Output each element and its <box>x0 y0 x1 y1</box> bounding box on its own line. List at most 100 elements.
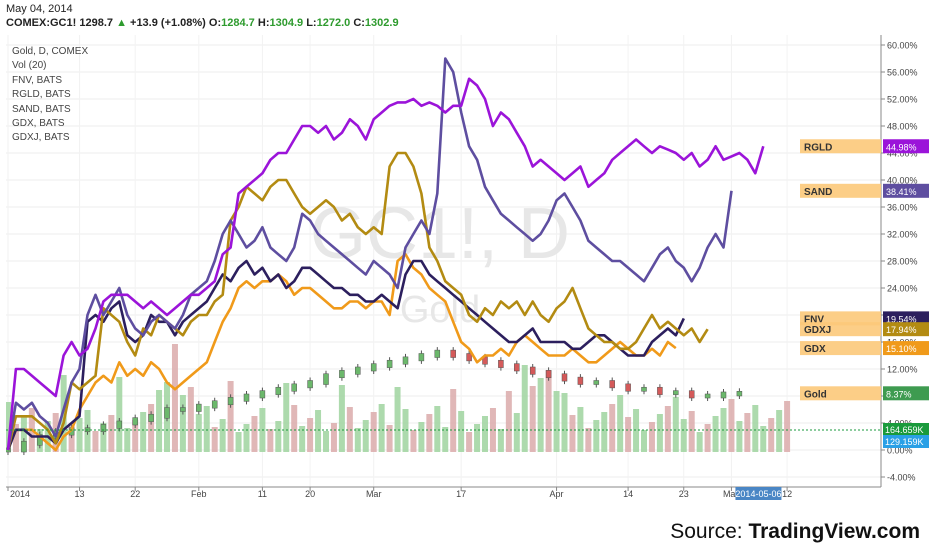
candle-body <box>514 363 520 372</box>
y-tick-label: 36.00% <box>887 203 918 213</box>
volume-bar <box>704 424 711 452</box>
candle-body <box>323 373 329 385</box>
open-label: O: <box>208 17 222 29</box>
volume-bar <box>307 418 314 452</box>
end-label-box <box>800 341 881 356</box>
close-value: 1302.9 <box>364 17 399 29</box>
y-tick-label: 0.00% <box>887 446 913 456</box>
candle-body <box>736 391 743 397</box>
volume-bar <box>736 421 743 452</box>
volume-bar <box>132 420 139 452</box>
badge-rgld: 44.98% <box>886 142 917 152</box>
x-tick-label: Apr <box>550 489 564 499</box>
candle-body <box>259 390 266 399</box>
volume-bar <box>776 410 783 452</box>
volume-bar <box>410 430 417 452</box>
volume-bar <box>505 391 512 452</box>
x-tick-label: 20 <box>305 489 315 499</box>
volume-bar <box>76 418 83 452</box>
badge-sand: 38.41% <box>886 187 917 197</box>
volume-bar <box>354 428 361 452</box>
volume-bar <box>156 390 163 452</box>
candle-body <box>180 407 186 412</box>
candle-body <box>609 380 615 389</box>
y-tick-label: 60.00% <box>887 41 918 51</box>
volume-bar <box>529 386 536 452</box>
legend-item[interactable]: Vol (20) <box>12 60 47 72</box>
volume-bar <box>569 415 576 452</box>
legend: Gold, D, COMEX Vol (20) FNV, BATS RGLD, … <box>12 45 88 146</box>
source-prefix: Source: <box>670 520 749 543</box>
candle-body <box>641 386 647 392</box>
volume-bar <box>521 365 528 452</box>
volume-bar <box>633 409 640 452</box>
y-tick-label: 48.00% <box>887 122 918 132</box>
legend-item[interactable]: RGLD, BATS <box>12 89 71 101</box>
source-brand: TradingView.com <box>748 520 920 543</box>
volume-bar <box>227 381 234 452</box>
candle-body <box>593 380 600 385</box>
x-tick-label: 14 <box>623 489 633 499</box>
volume-bar <box>752 405 759 452</box>
end-label-rgld: RGLD <box>804 142 832 153</box>
volume-bar <box>426 414 433 452</box>
volume-bar <box>323 431 329 452</box>
end-label-gdxj: GDXJ <box>804 325 831 336</box>
volume-bar <box>656 414 663 452</box>
volume-bar <box>744 413 751 452</box>
volume-bar <box>195 414 202 452</box>
y-tick-label: 52.00% <box>887 95 918 105</box>
candle-body <box>561 373 568 382</box>
x-axis: 2014 13 22 Feb 11 20 Mar 17 Apr 14 23 May 122014-05-… <box>7 487 792 500</box>
candle-body <box>132 417 138 426</box>
volume-bar <box>625 417 632 452</box>
y-tick-label: 32.00% <box>887 230 918 240</box>
candle-body <box>386 359 393 368</box>
badge-box <box>883 322 929 337</box>
badge-gold: 8.37% <box>886 389 912 399</box>
y-axis: 60.00% 56.00% 52.00% 48.00% 44.00% 40.00% 36.0… <box>881 41 918 483</box>
badge-box <box>883 386 929 401</box>
volume-bar <box>712 416 719 452</box>
volume-bar <box>513 413 520 452</box>
low-value: 1272.0 <box>316 17 351 29</box>
candle-body <box>291 383 297 392</box>
volume-bar <box>140 412 147 452</box>
volume-bar <box>466 432 473 452</box>
x-tick-label: 13 <box>75 489 85 499</box>
y-tick-label: -4.00% <box>887 473 916 483</box>
x-tick-label: Mar <box>366 489 382 499</box>
volume-bar <box>696 432 703 452</box>
series-line-fnv <box>6 259 685 451</box>
y-tick-label: 12.00% <box>887 365 918 375</box>
legend-item[interactable]: Gold, D, COMEX <box>12 46 89 57</box>
source-credit: Source: TradingView.com <box>670 520 920 544</box>
legend-item[interactable]: GDX, BATS <box>12 118 65 130</box>
end-label-box <box>800 322 881 337</box>
legend-item[interactable]: FNV, BATS <box>12 74 63 86</box>
volume-bar <box>68 426 75 452</box>
volume-badge-box <box>883 435 929 448</box>
volume-badge-box <box>883 423 929 436</box>
volume-bar <box>394 387 401 452</box>
volume-bar <box>243 424 250 452</box>
price-change: +13.9 (+1.08%) <box>130 17 206 29</box>
candle-body <box>529 366 536 375</box>
candle-body <box>196 403 202 412</box>
volume-bar <box>553 391 560 452</box>
badge-box <box>883 139 929 154</box>
candle-body <box>164 407 170 419</box>
candle-body <box>720 391 727 399</box>
volume-bar <box>648 422 655 452</box>
volume-bar <box>760 426 767 452</box>
volume-badge: 164.659K <box>885 425 924 435</box>
volume-bar <box>784 401 791 452</box>
volume-bar <box>418 422 425 452</box>
x-tick-label: May <box>723 489 741 499</box>
legend-item[interactable]: GDXJ, BATS <box>12 132 70 144</box>
volume-bar <box>12 424 19 452</box>
candle-body <box>116 420 123 429</box>
end-label-gdx: GDX <box>804 344 826 355</box>
legend-item[interactable]: SAND, BATS <box>12 103 71 115</box>
